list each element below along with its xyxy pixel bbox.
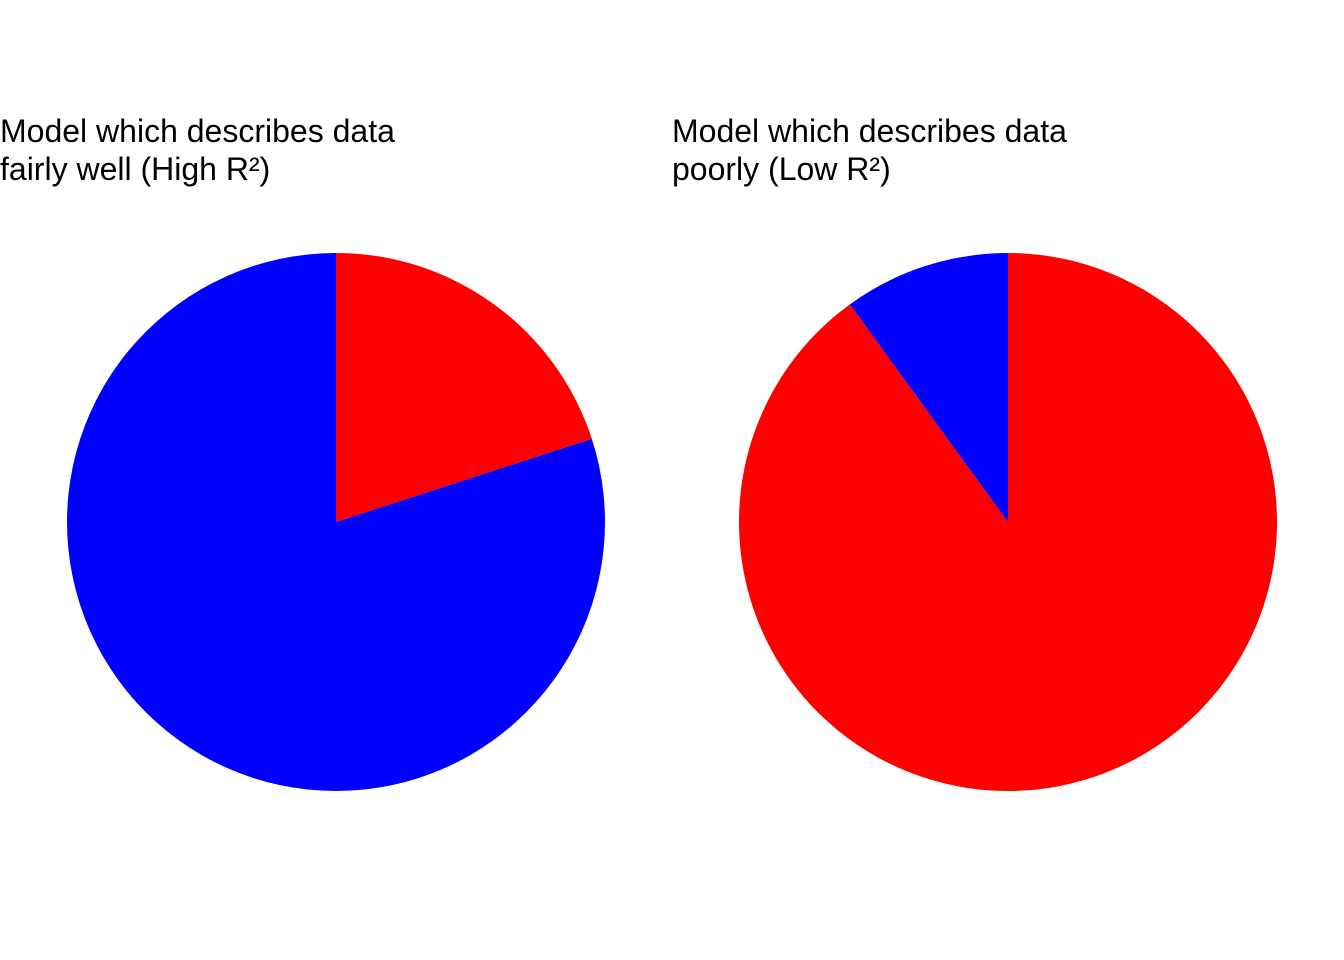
pie-slice-1 [336, 253, 592, 522]
pie-chart [739, 253, 1277, 791]
pie-chart [67, 253, 605, 791]
chart-title: Model which describes data fairly well (… [0, 112, 395, 188]
chart-title-line-2: poorly (Low R²) [672, 151, 891, 187]
chart-panel-low-r2: Model which describes data poorly (Low R… [672, 0, 1344, 960]
chart-title-line-2: fairly well (High R²) [0, 151, 271, 187]
chart-title-line-1: Model which describes data [0, 113, 395, 149]
chart-title-line-1: Model which describes data [672, 113, 1067, 149]
chart-panel-high-r2: Model which describes data fairly well (… [0, 112, 605, 791]
pie-slice-2 [849, 253, 1008, 522]
pie-slice-2 [67, 253, 605, 791]
chart-title: Model which describes data poorly (Low R… [672, 112, 1067, 188]
